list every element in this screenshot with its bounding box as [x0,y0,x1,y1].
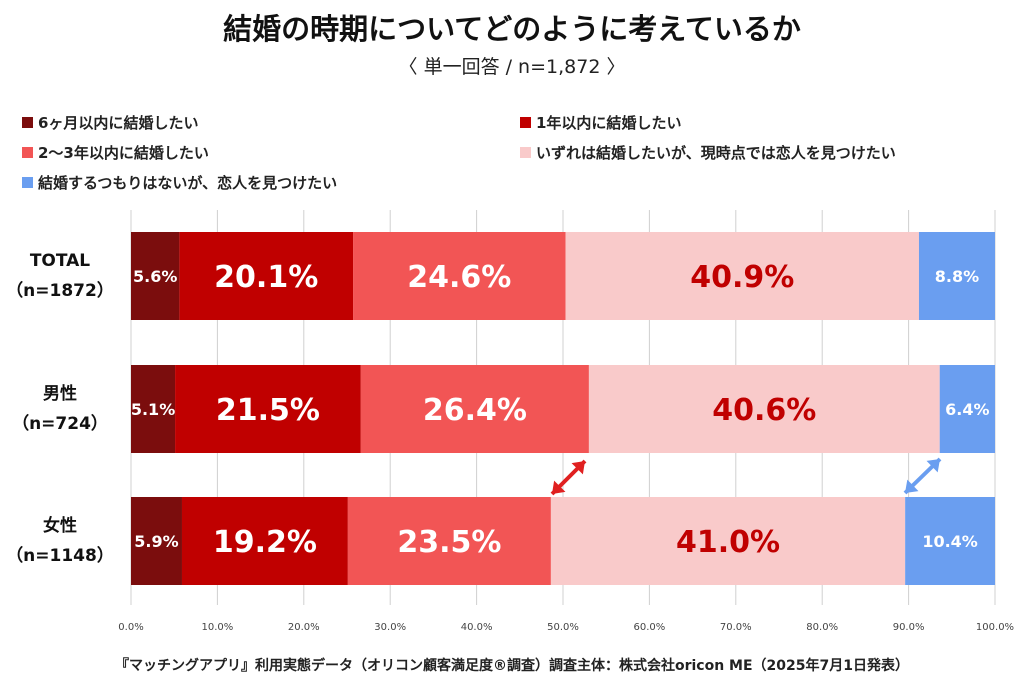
category-name: 女性 [43,516,77,536]
data-label: 5.1% [131,400,175,419]
legend-label: 1年以内に結婚したい [536,114,682,132]
legend-swatch [22,117,33,128]
legend-item: 1年以内に結婚したい [520,112,681,133]
legend-item: 2〜3年以内に結婚したい [22,142,209,163]
bar-segment [179,232,354,320]
data-label: 26.4% [423,393,527,428]
double-arrow-icon [903,457,942,495]
category-label: 女性 （n=1148） [0,511,120,571]
data-label: 24.6% [407,260,511,295]
legend-swatch [520,147,531,158]
category-name: TOTAL [29,251,91,271]
legend-swatch [22,177,33,188]
x-tick-label: 20.0% [288,622,320,633]
bar-segment [175,365,361,453]
bar-segment [588,365,940,453]
data-label: 40.6% [712,393,816,428]
category-label: TOTAL （n=1872） [0,246,120,306]
bar-segment [181,497,348,585]
legend-item: 6ヶ月以内に結婚したい [22,112,198,133]
x-tick-label: 70.0% [720,622,752,633]
x-tick-label: 100.0% [976,622,1014,633]
legend-swatch [520,117,531,128]
x-tick-label: 40.0% [461,622,493,633]
data-label: 10.4% [922,532,978,551]
x-tick-label: 80.0% [806,622,838,633]
x-tick-label: 10.0% [202,622,234,633]
double-arrow-icon [550,459,587,496]
category-n: （n=724） [12,414,108,434]
bar-segment [939,365,995,453]
data-label: 5.9% [134,532,178,551]
x-tick-label: 0.0% [118,622,143,633]
chart-title: 結婚の時期についてどのように考えているか [223,12,801,46]
x-tick-label: 50.0% [547,622,579,633]
data-label: 41.0% [676,525,780,560]
data-label: 5.6% [133,267,177,286]
data-label: 6.4% [945,400,989,419]
bar-segment [360,365,589,453]
data-label: 20.1% [214,260,318,295]
bar-segment [918,232,995,320]
bar-segment [347,497,551,585]
bar-segment [131,365,176,453]
data-label: 19.2% [213,525,317,560]
bar-segment [131,232,180,320]
bar-segment [905,497,995,585]
legend-item: 結婚するつもりはないが、恋人を見つけたい [22,172,337,193]
category-n: （n=1872） [6,281,114,301]
bar-segment [131,497,182,585]
category-label: 男性 （n=724） [0,379,120,439]
x-tick-label: 90.0% [893,622,925,633]
legend-label: 6ヶ月以内に結婚したい [38,114,199,132]
legend-label: 2〜3年以内に結婚したい [38,144,209,162]
category-name: 男性 [43,384,77,404]
source-footer: 『マッチングアプリ』利用実態データ（オリコン顧客満足度®調査）調査主体：株式会社… [114,658,910,674]
x-tick-label: 30.0% [374,622,406,633]
legend-label: いずれは結婚したいが、現時点では恋人を見つけたい [536,144,896,162]
legend-item: いずれは結婚したいが、現時点では恋人を見つけたい [520,142,896,163]
x-tick-label: 60.0% [634,622,666,633]
bar-segment [353,232,566,320]
data-label: 8.8% [935,267,979,286]
bar-segment [565,232,919,320]
legend-label: 結婚するつもりはないが、恋人を見つけたい [38,174,338,192]
category-n: （n=1148） [6,546,114,566]
chart-subtitle: 〈 単一回答 / n=1,872 〉 [398,56,626,78]
legend-swatch [22,147,33,158]
bar-segment [550,497,906,585]
data-label: 23.5% [397,525,501,560]
data-label: 40.9% [690,260,794,295]
data-label: 21.5% [216,393,320,428]
